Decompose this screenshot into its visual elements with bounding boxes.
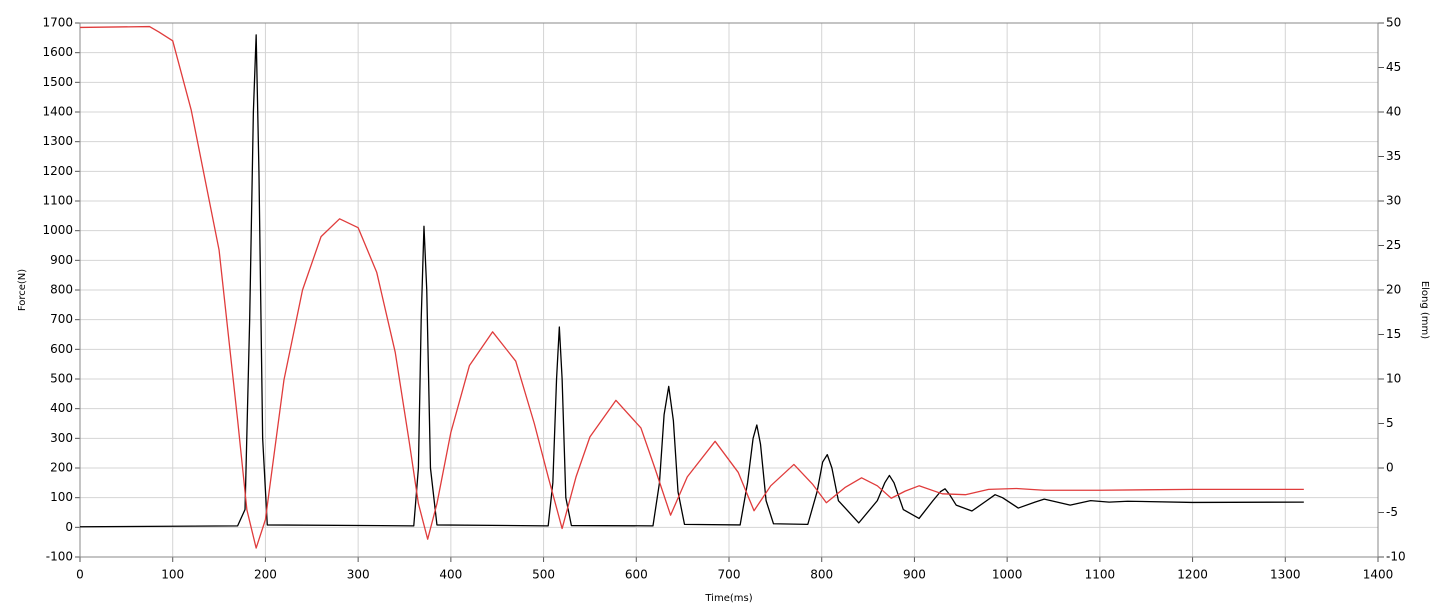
x-tick-label: 400 <box>439 568 462 582</box>
y2-tick-label: 40 <box>1386 105 1401 119</box>
y-tick-label: 1300 <box>42 134 73 148</box>
y2-axis-label: Elong (mm) <box>1419 281 1430 339</box>
x-axis-label: Time(ms) <box>704 593 752 604</box>
x-tick-label: 800 <box>810 568 833 582</box>
data-line <box>79 34 1304 528</box>
x-tick-label: 600 <box>625 568 648 582</box>
y-tick-label: 900 <box>50 253 73 267</box>
y2-tick-label: 35 <box>1386 149 1401 163</box>
y-tick-label: 1400 <box>42 105 73 119</box>
y-tick-label: 1100 <box>42 194 73 208</box>
x-tick-label: 700 <box>718 568 741 582</box>
y2-tick-label: 50 <box>1386 16 1401 30</box>
x-tick-label: 200 <box>254 568 277 582</box>
x-tick-label: 0 <box>76 568 84 582</box>
y2-tick-label: 10 <box>1386 372 1401 386</box>
x-tick-label: 900 <box>903 568 926 582</box>
y-tick-label: 1600 <box>42 45 73 59</box>
y-tick-label: 1200 <box>42 164 73 178</box>
y-tick-label: 1000 <box>42 223 73 237</box>
y-tick-label: 700 <box>50 312 73 326</box>
x-tick-label: 300 <box>347 568 370 582</box>
y2-tick-label: 30 <box>1386 194 1401 208</box>
y-tick-label: 1500 <box>42 75 73 89</box>
y2-tick-label: -5 <box>1386 505 1398 519</box>
y-tick-label: 600 <box>50 342 73 356</box>
y2-tick-label: 0 <box>1386 461 1394 475</box>
x-tick-label: 1200 <box>1177 568 1208 582</box>
y-tick-label: 300 <box>50 431 73 445</box>
y-tick-label: -100 <box>46 550 73 564</box>
y-tick-label: 400 <box>50 401 73 415</box>
x-tick-label: 1300 <box>1270 568 1301 582</box>
x-tick-label: 100 <box>161 568 184 582</box>
y2-tick-label: 45 <box>1386 60 1401 74</box>
y-tick-label: 0 <box>65 520 73 534</box>
y-tick-label: 200 <box>50 461 73 475</box>
y-tick-label: 500 <box>50 372 73 386</box>
x-tick-label: 1400 <box>1363 568 1394 582</box>
y2-tick-label: -10 <box>1386 550 1406 564</box>
y-tick-label: 100 <box>50 490 73 504</box>
y2-tick-label: 25 <box>1386 238 1401 252</box>
data-line <box>79 25 1304 549</box>
plot-frame <box>79 22 1379 558</box>
y2-tick-label: 15 <box>1386 327 1401 341</box>
x-tick-label: 1100 <box>1085 568 1116 582</box>
y2-tick-label: 20 <box>1386 283 1401 297</box>
x-tick-label: 1000 <box>992 568 1023 582</box>
y2-tick-label: 5 <box>1386 416 1394 430</box>
x-tick-label: 500 <box>532 568 555 582</box>
y-tick-label: 800 <box>50 283 73 297</box>
y-axis-label: Force(N) <box>17 269 28 311</box>
y-tick-label: 1700 <box>42 16 73 30</box>
